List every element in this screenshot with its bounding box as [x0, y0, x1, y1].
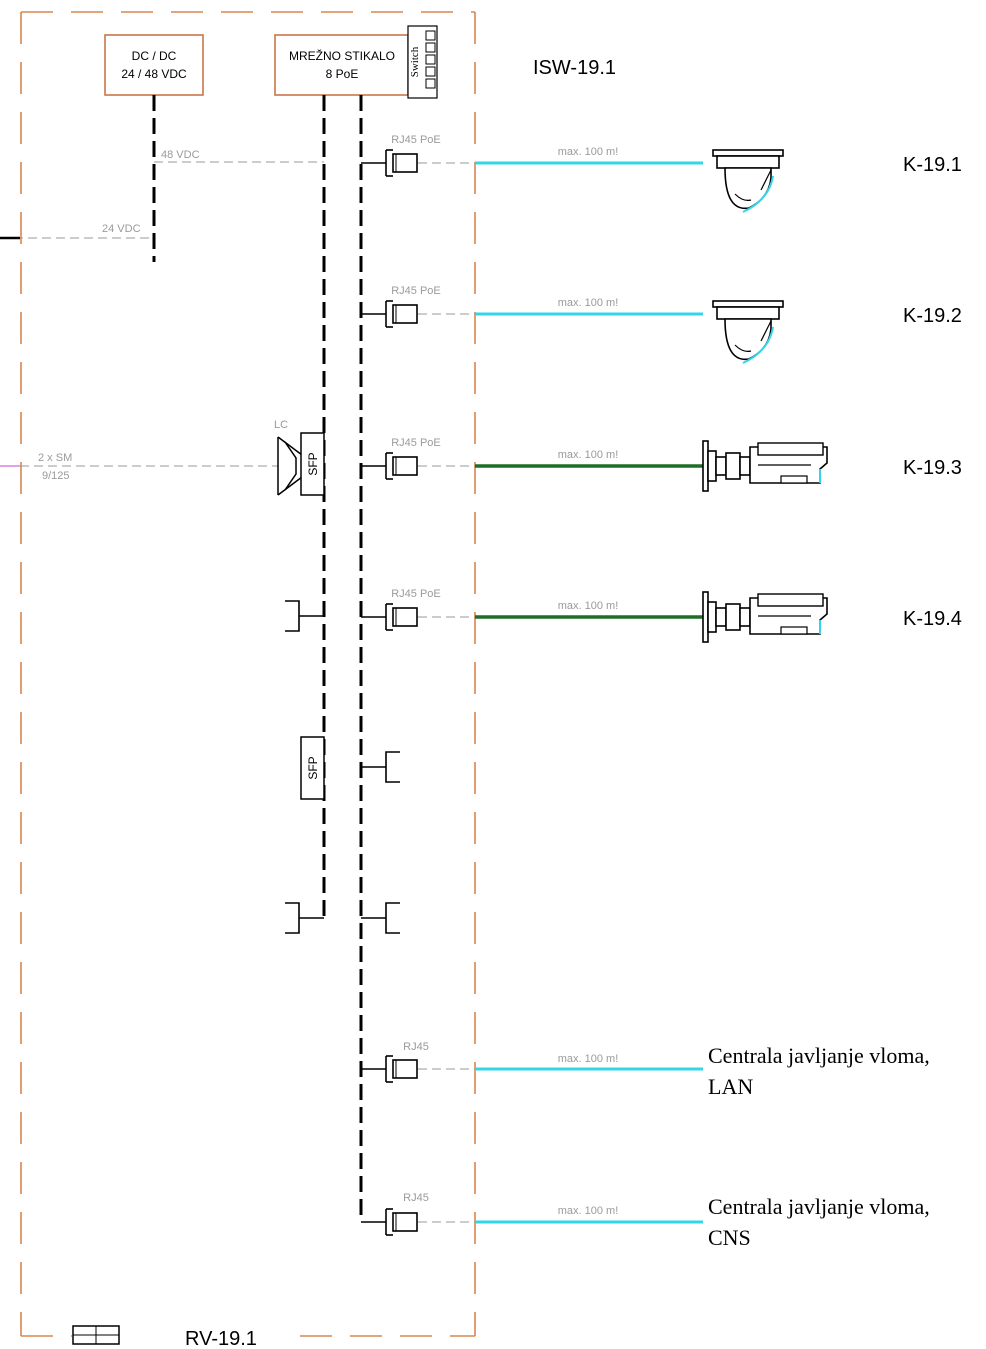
cable-length-label: max. 100 m! — [558, 600, 619, 612]
unused-port-right-2 — [361, 902, 400, 934]
cabinet-label: RV-19.1 — [185, 1328, 257, 1349]
device-label-line2: CNS — [708, 1225, 751, 1250]
port-row-2: RJ45 PoE max. 100 m! K-19.2 — [361, 285, 962, 364]
sfp-label-1: SFP — [306, 452, 320, 475]
network-switch: MREŽNO STIKALO 8 PoE Switch — [274, 25, 438, 99]
power-lines — [0, 161, 324, 240]
lc-connector-icon — [277, 436, 303, 496]
device-label-line1: Centrala javljanje vloma, — [708, 1194, 930, 1219]
rj45-port-icon — [385, 1208, 418, 1236]
port-label: RJ45 PoE — [391, 437, 441, 449]
sfp-module-2: SFP — [300, 736, 325, 800]
cabinet-outline — [20, 11, 476, 1337]
fiber-label-line1: 2 x SM — [38, 452, 72, 464]
rj45-port-icon — [385, 1055, 418, 1083]
port-row-4: RJ45 PoE max. 100 m! K-19.4 — [361, 588, 962, 643]
label-48vdc: 48 VDC — [161, 149, 200, 161]
port-row-5: RJ45 max. 100 m! Centrala javljanje vlom… — [361, 1041, 930, 1099]
port-label: RJ45 PoE — [391, 588, 441, 600]
switch-ports-icon — [425, 30, 436, 89]
switch-id-label: ISW-19.1 — [533, 57, 616, 79]
cable-length-label: max. 100 m! — [558, 449, 619, 461]
dcdc-label-line2: 24 / 48 VDC — [121, 67, 187, 81]
dome-camera-icon — [712, 149, 784, 213]
dome-camera-icon — [712, 300, 784, 364]
device-label: K-19.3 — [903, 457, 962, 479]
device-label: K-19.2 — [903, 305, 962, 327]
switch-side-label: Switch — [409, 46, 421, 77]
cabinet-symbol-icon — [72, 1325, 120, 1345]
device-label-line1: Centrala javljanje vloma, — [708, 1043, 930, 1068]
device-label: K-19.4 — [903, 608, 962, 630]
port-label: RJ45 PoE — [391, 134, 441, 146]
rj45-port-icon — [385, 452, 418, 480]
cable-length-label: max. 100 m! — [558, 297, 619, 309]
bus-lines — [152, 95, 363, 1222]
port-row-3: RJ45 PoE max. 100 m! K-19.3 — [361, 437, 962, 492]
port-label: RJ45 — [403, 1041, 429, 1053]
port-label: RJ45 PoE — [391, 285, 441, 297]
sfp-module-1: SFP — [300, 432, 325, 496]
lc-connector-label: LC — [274, 419, 288, 431]
device-label-line2: LAN — [708, 1074, 753, 1099]
rj45-port-icon — [385, 149, 418, 177]
unused-port-left-2 — [285, 902, 324, 934]
switch-label-line2: 8 PoE — [326, 67, 359, 81]
switch-label-line1: MREŽNO STIKALO — [289, 48, 395, 63]
bullet-camera-icon — [702, 440, 828, 492]
label-24vdc: 24 VDC — [102, 223, 141, 235]
rj45-port-icon — [385, 300, 418, 328]
port-label: RJ45 — [403, 1192, 429, 1204]
bullet-camera-icon — [702, 591, 828, 643]
cable-length-label: max. 100 m! — [558, 1205, 619, 1217]
dcdc-converter: DC / DC 24 / 48 VDC — [104, 34, 204, 96]
port-row-6: RJ45 max. 100 m! Centrala javljanje vlom… — [361, 1192, 930, 1250]
cable-length-label: max. 100 m! — [558, 1053, 619, 1065]
fiber-label-line2: 9/125 — [42, 470, 70, 482]
unused-port-right-1 — [361, 751, 400, 783]
port-row-1: RJ45 PoE max. 100 m! K-19.1 — [361, 134, 962, 213]
cable-length-label: max. 100 m! — [558, 146, 619, 158]
sfp-label-2: SFP — [306, 756, 320, 779]
unused-port-left-1 — [285, 600, 324, 632]
device-label: K-19.1 — [903, 154, 962, 176]
rj45-port-icon — [385, 603, 418, 631]
dcdc-label-line1: DC / DC — [132, 49, 177, 63]
